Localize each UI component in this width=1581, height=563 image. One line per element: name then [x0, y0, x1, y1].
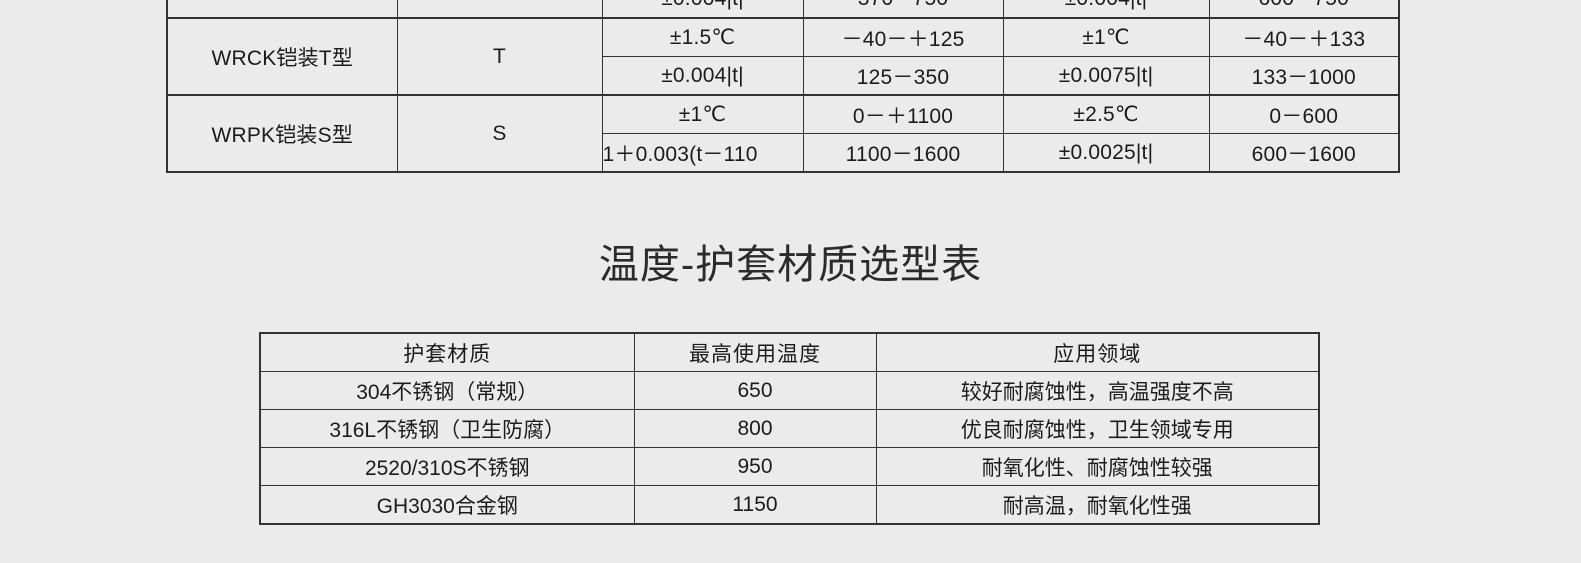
column-header-max-temperature: 最高使用温度 [633, 332, 877, 372]
table-row: ±0.004|t| 125－350 ±0.0075|t| 133－1000 [167, 56, 1400, 96]
cell-model-code: T [396, 17, 603, 96]
cell-range-class1: －40－＋125 [802, 17, 1004, 57]
cell-range-class2: 0－600 [1208, 94, 1400, 134]
cell-max-temperature: 800 [633, 409, 877, 448]
table-row: WRCK铠装T型 T ±1.5℃ －40－＋125 ±1℃ －40－＋133 [166, 17, 1400, 96]
cell-model-name: WRPK铠装S型 [166, 94, 398, 173]
thermocouple-accuracy-table-container: ±0.004|t| 370 - 750 ±0.004|t| 600 - 750 … [166, 0, 1400, 173]
cell-material: GH3030合金钢 [259, 485, 635, 525]
cell-tolerance-class2: ±2.5℃ [1002, 94, 1210, 134]
table-header-row: 护套材质 最高使用温度 应用领域 [259, 332, 1320, 372]
cell-tolerance-class1: ±0.004|t| [601, 56, 804, 96]
cell-max-temperature: 1150 [633, 485, 877, 525]
cell-range1-partial: 370 - 750 [802, 0, 1004, 19]
cell-range-class2: －40－＋133 [1208, 17, 1400, 57]
sheath-table-body: 304不锈钢（常规） 650 较好耐腐蚀性，高温强度不高 316L不锈钢（卫生防… [259, 371, 1320, 525]
cell-range2-partial: 600 - 750 [1208, 0, 1400, 19]
cell-max-temperature: 950 [633, 447, 877, 486]
cell-model-code: S [396, 94, 603, 173]
cell-range-class1: 0－＋1100 [802, 94, 1004, 134]
cell-tol2-partial: ±0.004|t| [1002, 0, 1210, 19]
table-row: 2520/310S不锈钢 950 耐氧化性、耐腐蚀性较强 [259, 447, 1320, 486]
table-row: 304不锈钢（常规） 650 较好耐腐蚀性，高温强度不高 [259, 371, 1320, 410]
cell-tolerance-class1: ±1.5℃ [601, 17, 804, 57]
cell-application: 耐高温，耐氧化性强 [875, 485, 1320, 525]
cell-range-class1: 125－350 [802, 56, 1004, 96]
cell-material: 316L不锈钢（卫生防腐） [259, 409, 635, 448]
cell-material: 2520/310S不锈钢 [259, 447, 635, 486]
cell-material: 304不锈钢（常规） [259, 371, 635, 410]
cell-tolerance-class2: ±0.0025|t| [1002, 133, 1210, 173]
cell-range-class2: 600－1600 [1208, 133, 1400, 173]
cell-tolerance-class2: ±0.0075|t| [1002, 56, 1210, 96]
column-header-material: 护套材质 [259, 332, 635, 372]
page-title: 温度-护套材质选型表 [598, 243, 983, 287]
sheath-material-selection-table-container: 护套材质 最高使用温度 应用领域 304不锈钢（常规） 650 较好耐腐蚀性，高… [259, 332, 1320, 525]
table-row-partial: ±0.004|t| 370 - 750 ±0.004|t| 600 - 750 [166, 0, 1400, 19]
cell-code-partial [396, 0, 603, 19]
cell-tolerance-class2: ±1℃ [1002, 17, 1210, 57]
sheath-material-selection-table: 护套材质 最高使用温度 应用领域 304不锈钢（常规） 650 较好耐腐蚀性，高… [259, 332, 1320, 525]
cell-application: 优良耐腐蚀性，卫生领域专用 [875, 409, 1320, 448]
cell-name-partial [166, 0, 398, 19]
cell-tolerance-class1-formula: 1＋0.003(t－110 [601, 133, 804, 173]
cell-tolerance-class1: ±1℃ [601, 94, 804, 134]
table-row: GH3030合金钢 1150 耐高温，耐氧化性强 [259, 485, 1320, 525]
cell-application: 耐氧化性、耐腐蚀性较强 [875, 447, 1320, 486]
table-row: WRPK铠装S型 S ±1℃ 0－＋1100 ±2.5℃ 0－600 [166, 94, 1400, 173]
cell-max-temperature: 650 [633, 371, 877, 410]
thermocouple-accuracy-table: ±0.004|t| 370 - 750 ±0.004|t| 600 - 750 … [166, 0, 1400, 173]
cell-range-class2: 133－1000 [1208, 56, 1400, 96]
cell-application: 较好耐腐蚀性，高温强度不高 [875, 371, 1320, 410]
cell-model-name: WRCK铠装T型 [166, 17, 398, 96]
table-row: 1＋0.003(t－110 1100－1600 ±0.0025|t| 600－1… [167, 133, 1400, 173]
column-header-application: 应用领域 [875, 332, 1320, 372]
table-row: 316L不锈钢（卫生防腐） 800 优良耐腐蚀性，卫生领域专用 [259, 409, 1320, 448]
cell-range-class1: 1100－1600 [802, 133, 1004, 173]
cell-tol1-partial: ±0.004|t| [601, 0, 804, 19]
